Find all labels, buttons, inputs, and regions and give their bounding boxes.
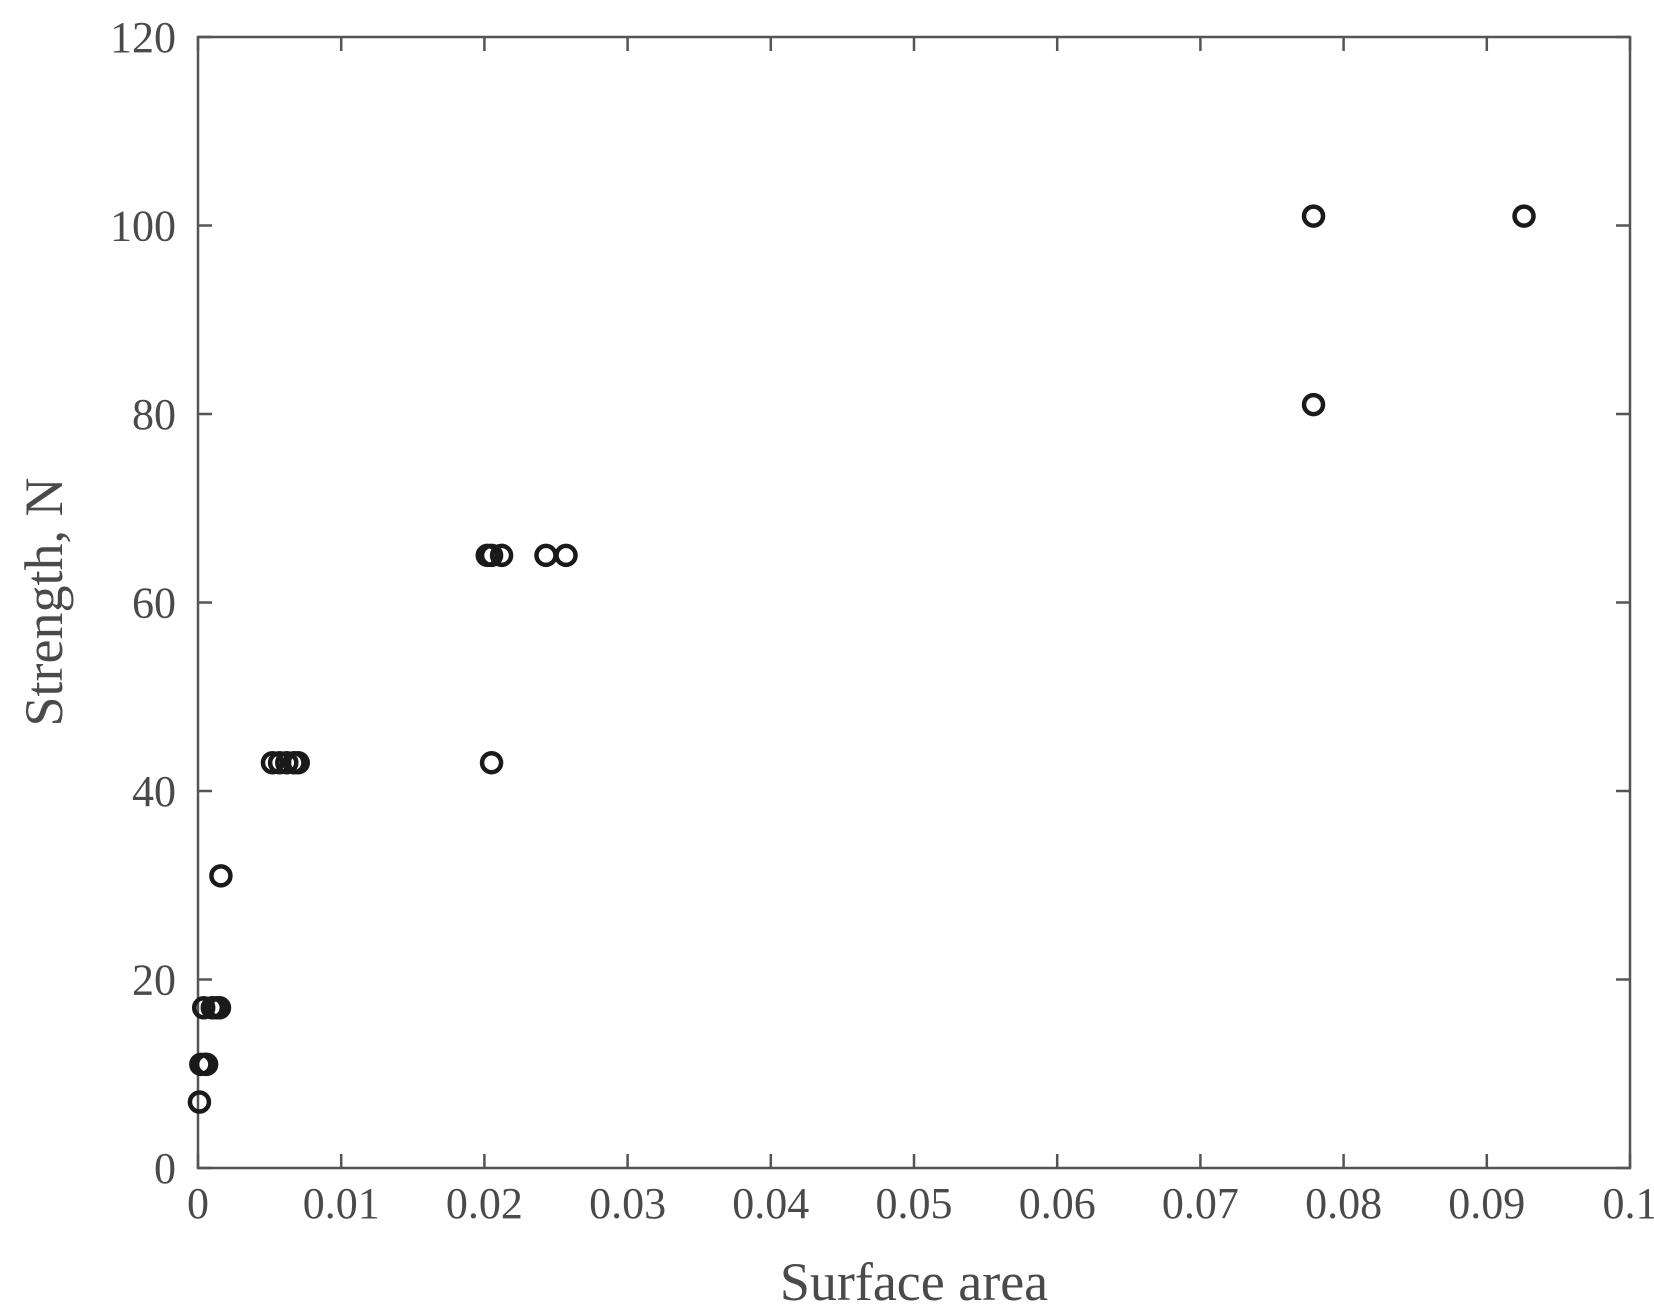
data-point	[479, 750, 504, 775]
data-point	[286, 750, 310, 775]
y-axis-title: Strength, N	[14, 478, 74, 727]
data-points	[187, 204, 1536, 1114]
data-point	[1301, 204, 1326, 228]
data-point	[1301, 392, 1326, 417]
y-tick-label: 100	[110, 202, 176, 251]
data-point	[191, 996, 216, 1020]
x-tick-label: 0.09	[1448, 1179, 1525, 1228]
y-axis: 0 20 40 60 80 100 120	[110, 13, 1630, 1193]
data-point	[260, 750, 285, 775]
plot-frame	[196, 35, 1632, 1170]
data-point	[534, 543, 558, 568]
y-tick-label: 80	[132, 390, 176, 439]
data-point	[207, 996, 232, 1020]
data-point	[489, 543, 514, 568]
x-axis-title: Surface area	[780, 1252, 1048, 1309]
data-point	[187, 1090, 212, 1114]
data-point	[194, 1052, 219, 1077]
x-tick-label: 0.04	[732, 1179, 809, 1228]
data-point	[275, 750, 299, 775]
x-tick-label: 0.03	[589, 1179, 666, 1228]
y-tick-label: 0	[154, 1144, 176, 1193]
y-tick-label: 20	[132, 956, 176, 1005]
x-tick-label: 0.06	[1019, 1179, 1096, 1228]
y-tick-label: 60	[132, 579, 176, 628]
data-point	[1512, 204, 1536, 228]
data-point	[209, 864, 233, 888]
x-tick-label: 0.01	[303, 1179, 380, 1228]
x-tick-label: 0.02	[446, 1179, 523, 1228]
x-tick-label: 0.1	[1603, 1179, 1654, 1228]
y-tick-label: 40	[132, 767, 176, 816]
x-axis: 0 0.01 0.02 0.03 0.04 0.05 0.06 0.07 0.08 0.09 0.1	[187, 37, 1654, 1228]
data-point	[479, 543, 504, 568]
x-tick-label: 0.07	[1162, 1179, 1239, 1228]
data-point	[554, 543, 578, 568]
x-tick-label: 0.05	[876, 1179, 953, 1228]
x-tick-label: 0.08	[1305, 1179, 1382, 1228]
x-tick-label: 0	[187, 1179, 209, 1228]
y-tick-label: 120	[110, 13, 176, 62]
